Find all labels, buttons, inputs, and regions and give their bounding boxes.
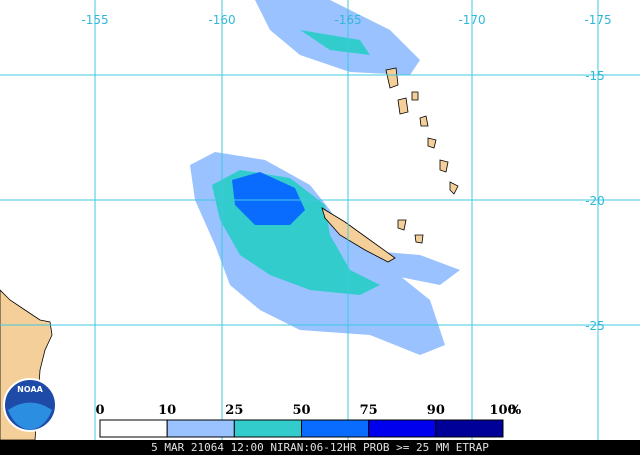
legend-label: 100 <box>489 403 516 418</box>
legend-swatch <box>166 419 235 438</box>
footer-bar <box>0 440 640 455</box>
legend-swatch <box>435 419 504 438</box>
lat-label: -25 <box>585 319 605 333</box>
lat-label: -20 <box>585 194 605 208</box>
legend-swatch <box>301 419 370 438</box>
lon-label: -160 <box>208 13 235 27</box>
legend-label: 75 <box>360 403 378 418</box>
lon-label: -155 <box>81 13 108 27</box>
legend-unit: % <box>509 403 522 418</box>
footer-text: 5 MAR 21064 12:00 NIRAN:06-12HR PROB >= … <box>151 441 489 454</box>
island <box>397 91 459 244</box>
logo-text: NOAA <box>17 385 43 394</box>
legend-swatch <box>368 419 437 438</box>
island <box>385 67 399 89</box>
lat-label: -15 <box>585 69 605 83</box>
island <box>321 207 396 263</box>
legend-label: 25 <box>225 403 243 418</box>
legend-label: 10 <box>158 403 176 418</box>
legend-label: 50 <box>292 403 310 418</box>
lon-label: -175 <box>584 13 611 27</box>
precip-area <box>300 30 370 55</box>
legend-label: 0 <box>95 403 104 418</box>
legend-label: 90 <box>427 403 445 418</box>
lon-label: -165 <box>334 13 361 27</box>
legend-swatch <box>233 419 302 438</box>
precip-area <box>232 172 305 225</box>
lon-label: -170 <box>458 13 485 27</box>
legend-swatch <box>99 419 168 438</box>
logo-wave <box>8 402 52 430</box>
